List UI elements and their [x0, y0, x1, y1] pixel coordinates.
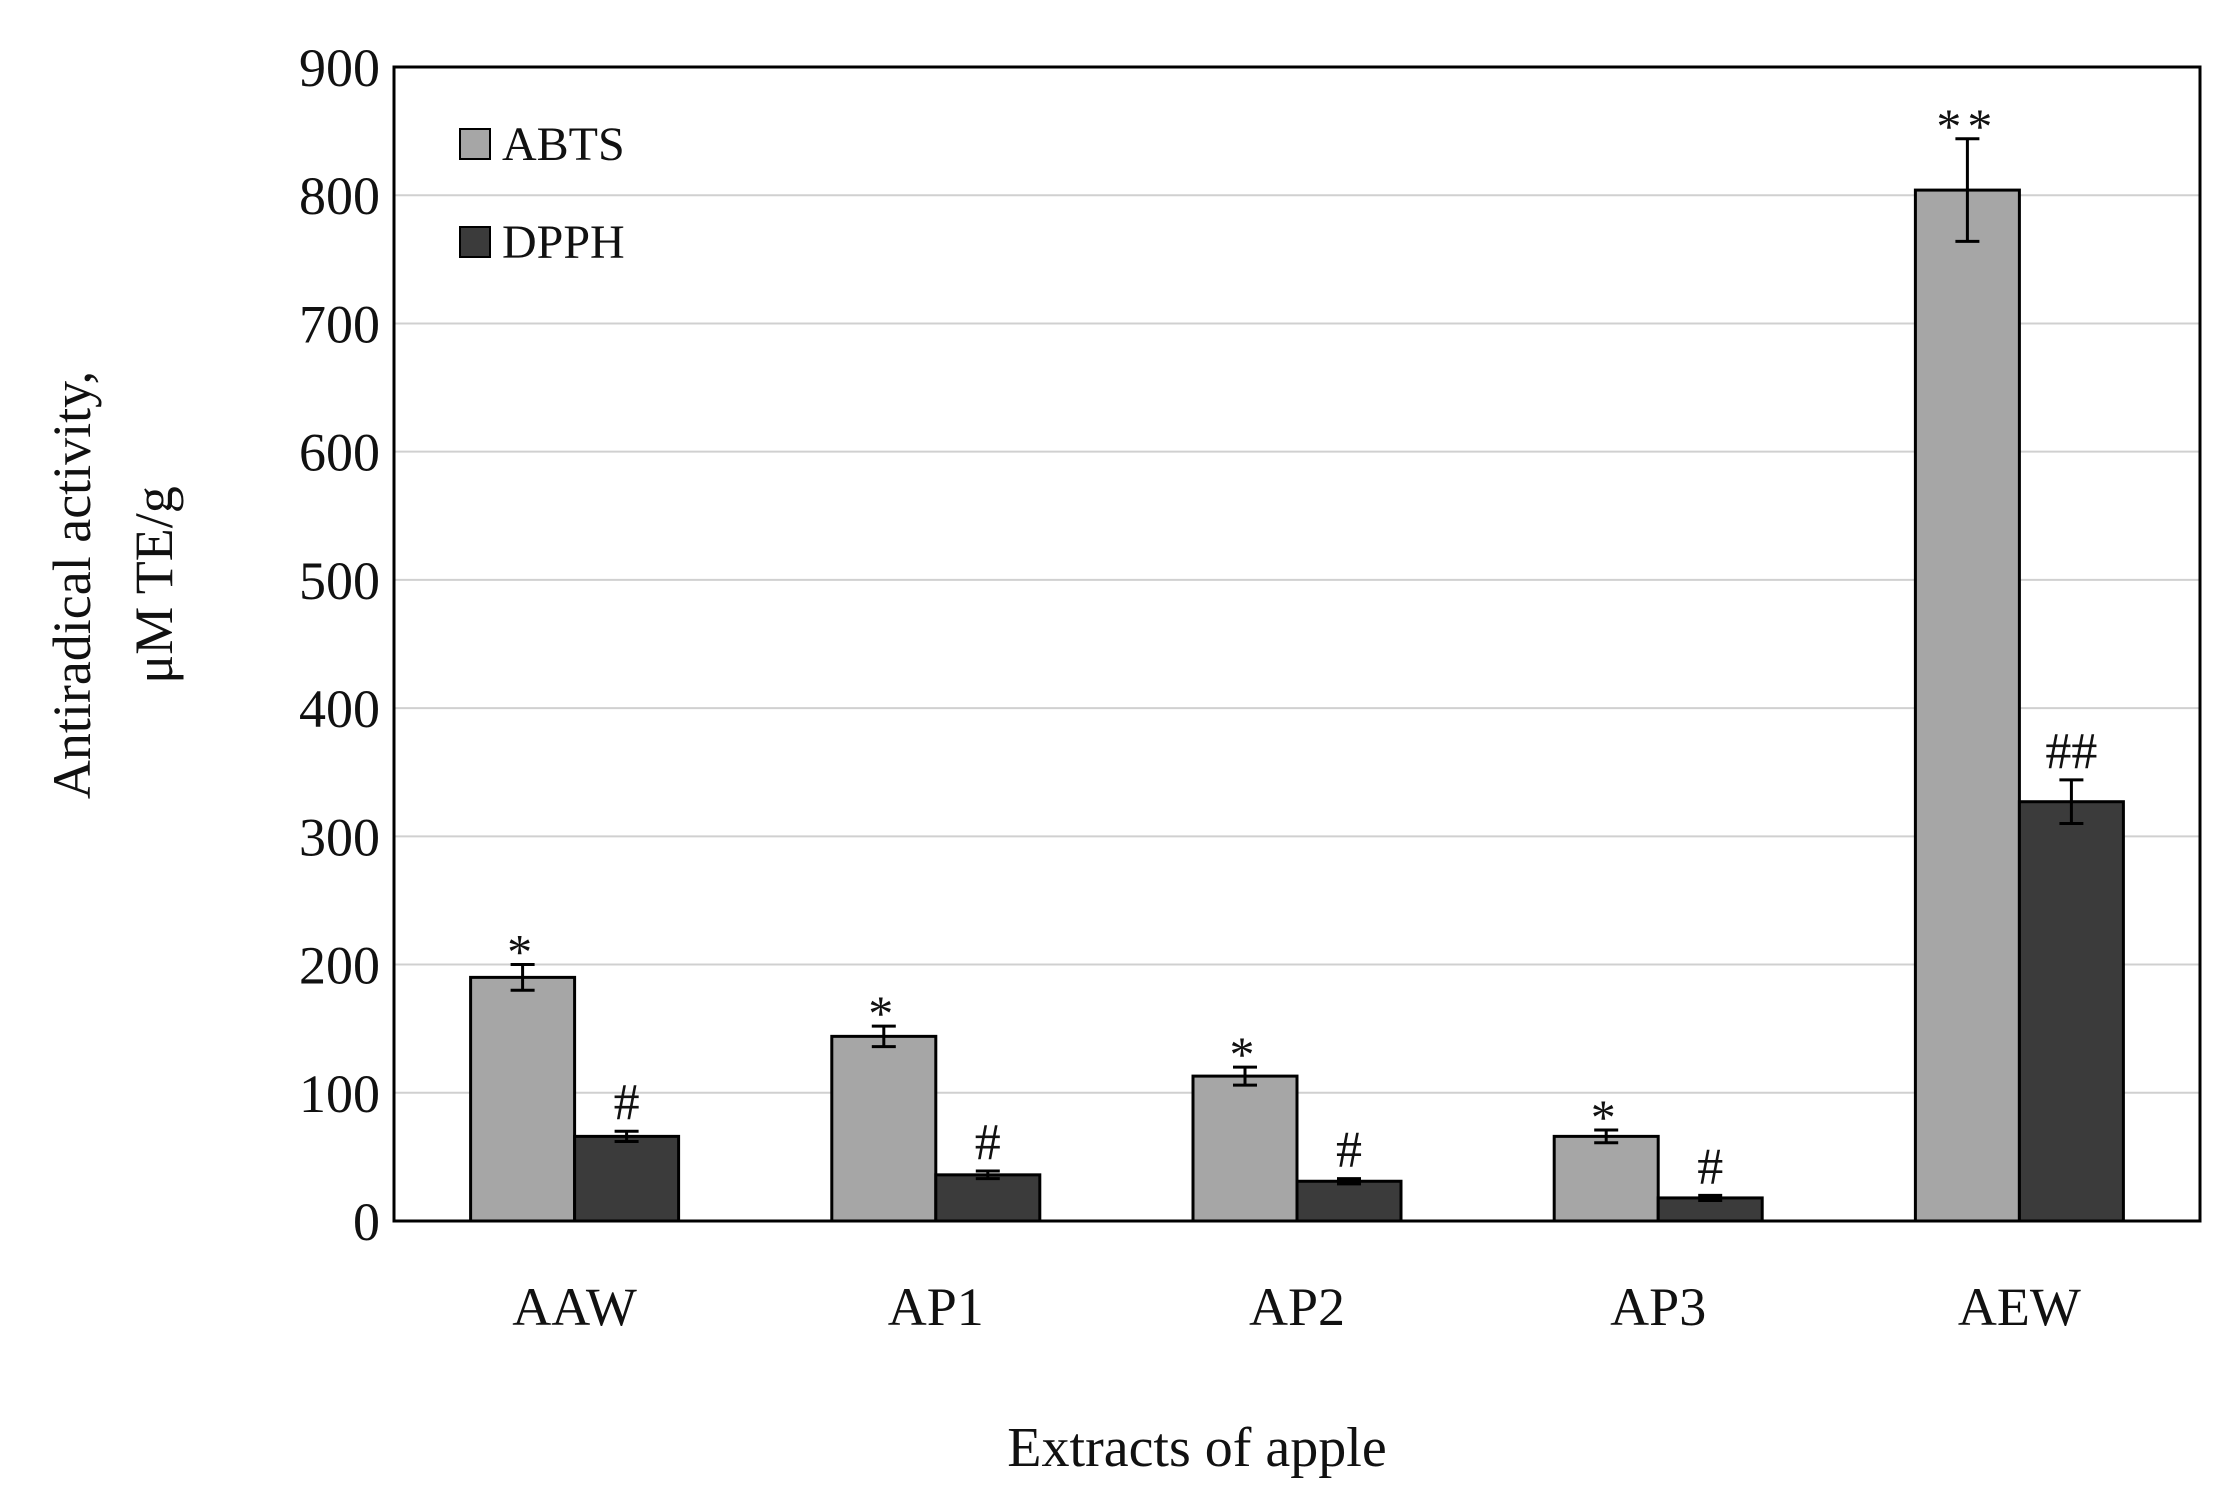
x-tick-label: AAW [512, 1277, 637, 1337]
x-tick-label: AP3 [1610, 1277, 1706, 1337]
significance-marker: # [1697, 1138, 1723, 1195]
bar-dpph-ap2 [1295, 1179, 1403, 1223]
bar-dpph-aew [2017, 800, 2125, 1223]
bar-abts-ap2 [1191, 1074, 1299, 1223]
bar-dpph-aaw [573, 1134, 681, 1223]
significance-marker: * [1591, 1089, 1622, 1145]
legend-swatch-dpph [459, 226, 491, 258]
significance-marker: * [507, 924, 538, 980]
plot-area-frame [392, 65, 2202, 1223]
significance-marker: * [1230, 1026, 1261, 1082]
y-tick-label: 600 [299, 423, 380, 483]
bar-dpph-ap1 [934, 1173, 1042, 1223]
y-tick-label: 800 [299, 166, 380, 226]
y-tick-label: 300 [299, 807, 380, 867]
gridlines [394, 194, 2200, 1094]
y-tick-label: 500 [299, 551, 380, 611]
y-tick-label: 200 [299, 936, 380, 996]
bar-abts-ap1 [830, 1034, 938, 1223]
bars [469, 188, 2125, 1223]
y-tick-label: 700 [299, 294, 380, 354]
legend: ABTS DPPH [459, 118, 625, 269]
significance-marker: ## [2045, 723, 2097, 780]
x-tick-label: AEW [1958, 1277, 2081, 1337]
significance-marker: ** [1936, 98, 1998, 154]
legend-label-abts: ABTS [502, 118, 625, 171]
x-axis-label: Extracts of apple [1007, 1417, 1386, 1479]
y-tick-label: 900 [299, 38, 380, 98]
significance-marker: * [868, 985, 899, 1041]
x-tick-label: AP2 [1249, 1277, 1345, 1337]
y-tick-label: 400 [299, 679, 380, 739]
bar-abts-aaw [469, 975, 577, 1223]
x-tick-label: AP1 [888, 1277, 984, 1337]
y-axis-label-line1: Antiradical activity, [42, 371, 102, 799]
significance-markers: ******## # ### [507, 98, 2097, 1196]
bar-abts-aew [1913, 188, 2021, 1223]
significance-marker: # [975, 1114, 1001, 1171]
bar-abts-ap3 [1552, 1134, 1660, 1223]
significance-marker: # [614, 1074, 640, 1131]
y-axis-ticks: 0 100 200 300 400 500 600 700 800 900 [299, 38, 380, 1252]
y-axis-label-line2: μM TE/g [124, 486, 184, 683]
x-axis-ticks: AAW AP1 AP2 AP3 AEW [512, 1277, 2081, 1337]
significance-marker: # [1336, 1122, 1362, 1179]
error-bars [510, 137, 2084, 1202]
y-tick-label: 0 [353, 1192, 380, 1252]
legend-label-dpph: DPPH [502, 216, 625, 269]
y-tick-label: 100 [299, 1064, 380, 1124]
legend-swatch-abts [459, 128, 491, 160]
